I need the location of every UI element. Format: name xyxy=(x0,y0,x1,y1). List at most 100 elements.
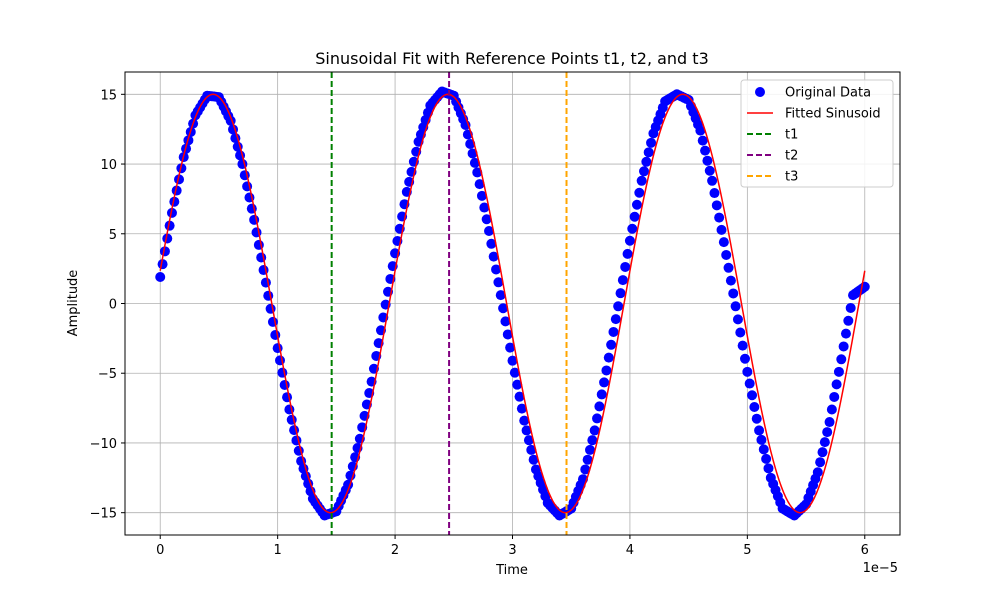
x-axis-title: Time xyxy=(495,563,528,578)
data-point xyxy=(725,275,736,286)
data-point xyxy=(747,390,758,401)
data-point xyxy=(840,328,851,339)
data-point xyxy=(702,155,713,166)
legend-label: t3 xyxy=(785,170,798,185)
data-point xyxy=(279,379,290,390)
legend: Original Data Fitted Sinusoid t1 t2 t3 xyxy=(740,79,894,188)
data-point xyxy=(474,179,485,190)
data-point xyxy=(514,391,525,402)
data-point xyxy=(639,166,650,177)
data-point xyxy=(610,314,621,325)
data-point xyxy=(707,175,718,186)
data-point xyxy=(728,288,739,299)
data-point xyxy=(159,246,170,257)
y-tick-label: 5 xyxy=(109,228,117,243)
data-point xyxy=(756,434,767,445)
data-point xyxy=(740,353,750,364)
data-point xyxy=(643,147,654,158)
data-point xyxy=(829,391,840,402)
legend-label: t2 xyxy=(785,149,798,164)
data-point xyxy=(479,202,490,213)
data-point xyxy=(174,174,185,185)
data-point xyxy=(634,187,645,198)
chart-title: Sinusoidal Fit with Reference Points t1,… xyxy=(315,49,709,68)
data-point xyxy=(523,435,534,446)
data-point xyxy=(495,290,506,301)
data-point xyxy=(636,175,647,186)
data-point xyxy=(631,199,642,210)
data-point xyxy=(704,165,715,176)
data-point xyxy=(716,224,727,235)
data-point xyxy=(831,379,842,390)
data-point xyxy=(695,125,706,136)
data-point xyxy=(603,352,614,363)
data-point xyxy=(164,220,175,231)
data-point xyxy=(714,212,725,223)
data-point xyxy=(582,454,593,465)
data-point xyxy=(171,185,182,196)
data-point xyxy=(169,196,180,207)
x-tick-label: 2 xyxy=(391,543,399,558)
data-point xyxy=(833,366,844,377)
data-point xyxy=(484,225,495,236)
data-point xyxy=(627,223,638,234)
data-point xyxy=(622,248,633,259)
data-point xyxy=(275,355,285,366)
data-point xyxy=(599,377,610,388)
data-point xyxy=(608,326,619,337)
data-point xyxy=(730,301,741,312)
data-point xyxy=(838,341,849,352)
legend-label: Fitted Sinusoid xyxy=(785,107,881,122)
data-point xyxy=(528,454,539,465)
data-point xyxy=(845,302,856,313)
data-point xyxy=(277,367,288,378)
data-point xyxy=(500,316,511,327)
data-point xyxy=(519,415,530,426)
y-tick-label: −5 xyxy=(98,367,117,382)
x-tick-label: 5 xyxy=(743,543,751,558)
data-point xyxy=(476,190,487,201)
data-point xyxy=(711,200,722,211)
legend-label: Original Data xyxy=(785,86,871,101)
data-point xyxy=(758,444,769,455)
legend-label: t1 xyxy=(785,128,798,143)
legend-marker xyxy=(755,87,765,97)
data-point xyxy=(735,327,746,338)
data-point xyxy=(580,464,591,475)
data-point xyxy=(700,145,711,156)
y-tick-label: 15 xyxy=(100,88,117,103)
data-point xyxy=(505,342,516,353)
data-point xyxy=(718,237,729,248)
data-point xyxy=(721,249,732,260)
y-tick-label: −15 xyxy=(90,507,117,522)
data-point xyxy=(493,277,504,288)
data-point xyxy=(761,453,772,464)
data-point xyxy=(512,379,523,390)
data-point xyxy=(620,261,631,272)
fitted-sinusoid-line xyxy=(159,93,866,514)
data-point xyxy=(749,401,760,412)
data-point xyxy=(516,403,527,414)
y-axis-title: Amplitude xyxy=(66,270,81,337)
data-point xyxy=(472,167,483,178)
x-axis-offset-label: 1e−5 xyxy=(863,561,898,576)
x-tick-label: 6 xyxy=(861,543,869,558)
data-point xyxy=(617,275,628,286)
data-point xyxy=(641,156,652,167)
data-point xyxy=(613,301,624,312)
data-point xyxy=(836,354,847,365)
data-point xyxy=(742,366,753,377)
data-point xyxy=(697,135,708,146)
data-point xyxy=(646,137,657,148)
data-point xyxy=(488,251,499,262)
data-point xyxy=(737,340,748,351)
data-point xyxy=(467,148,478,159)
y-tick-label: 10 xyxy=(100,158,117,173)
data-point xyxy=(709,188,720,199)
data-point xyxy=(585,444,595,455)
data-point xyxy=(481,214,492,225)
data-point xyxy=(606,339,617,350)
data-point xyxy=(498,303,509,314)
legend-box xyxy=(740,79,894,188)
